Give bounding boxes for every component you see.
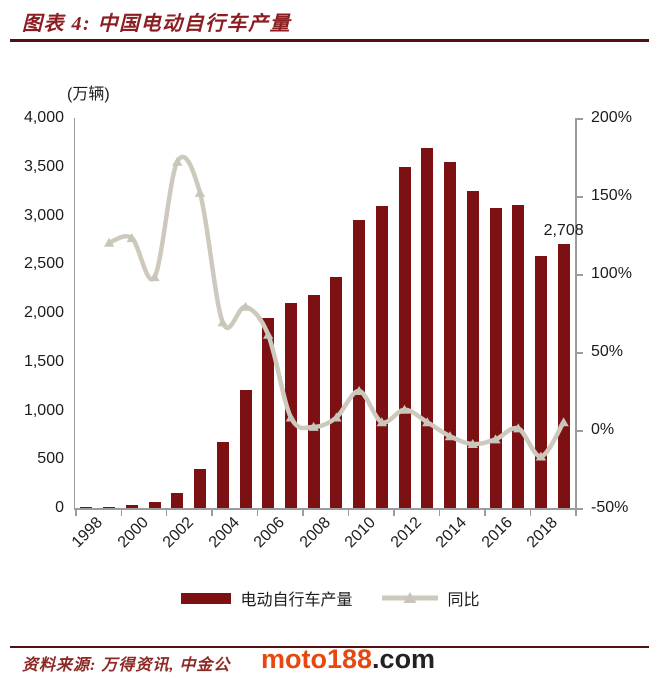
y-right-tick-label: 0%: [591, 421, 615, 438]
x-axis-tick: [75, 509, 77, 516]
y-left-tick-label: 1,000: [23, 401, 64, 419]
x-axis-tick: [211, 509, 213, 516]
x-axis-label: 2008: [296, 514, 334, 552]
y-right-tick-label: 200%: [591, 109, 632, 126]
bar-2013: [421, 148, 434, 508]
x-axis-tick: [256, 509, 259, 516]
plot-area: [75, 118, 575, 508]
legend-label-production: 电动自行车产量: [240, 592, 353, 609]
yoy-marker: [103, 237, 115, 247]
bar-2003: [194, 469, 206, 508]
y-right-tick: [576, 196, 583, 198]
x-axis-tick: [165, 509, 168, 516]
y-right-tick: [576, 352, 583, 354]
y-right-tick: [576, 118, 583, 120]
bar-2005: [239, 389, 252, 508]
legend-label-yoy: 同比: [447, 592, 480, 609]
bar-2002: [171, 492, 184, 508]
x-axis-label: 2010: [341, 514, 380, 552]
bar-2007: [284, 303, 297, 508]
x-axis-label: 2002: [160, 514, 198, 552]
y-axis-left-line: [73, 118, 75, 510]
legend-item-yoy: 同比: [381, 586, 480, 610]
x-axis-tick: [484, 509, 486, 516]
y-axis-unit-label: (万辆): [67, 86, 110, 103]
y-left-tick-label: 2,000: [23, 304, 64, 321]
yoy-marker: [172, 156, 183, 166]
yoy-marker: [240, 301, 251, 311]
bar-2010: [353, 220, 366, 508]
y-right-tick: [576, 430, 583, 432]
yoy-marker: [126, 233, 137, 243]
yoy-marker: [194, 187, 206, 197]
y-left-tick-label: 500: [37, 450, 64, 468]
x-axis-tick: [393, 509, 395, 516]
y-left-tick-label: 4,000: [23, 109, 64, 126]
x-axis-label: 2000: [114, 514, 152, 552]
watermark-tld: .com: [372, 644, 436, 674]
y-left-tick-label: 0: [55, 499, 64, 516]
bar-2015: [466, 191, 479, 508]
y-right-tick-label: 150%: [591, 187, 632, 204]
bar-2016: [489, 207, 502, 508]
x-axis-label: 2016: [478, 514, 516, 552]
x-axis-tick: [302, 509, 304, 516]
y-right-tick-label: -50%: [591, 499, 629, 516]
line-series-swatch: [381, 592, 438, 603]
bar-2001: [148, 502, 161, 508]
footer-rule: [10, 646, 649, 648]
y-right-tick: [576, 274, 583, 276]
y-left-tick-label: 3,000: [23, 206, 64, 224]
yoy-marker: [149, 272, 160, 282]
bar-2012: [398, 166, 411, 508]
x-axis-label: 1998: [69, 514, 107, 552]
watermark: moto188.com: [261, 646, 435, 673]
y-axis-right-line: [575, 118, 577, 510]
bar-2000: [125, 505, 138, 508]
x-axis-tick: [347, 509, 350, 516]
x-axis-tick: [575, 509, 577, 516]
bar-2014: [444, 161, 456, 508]
y-right-tick-label: 50%: [591, 343, 624, 360]
y-right-tick: [576, 508, 583, 510]
x-axis-label: 2004: [205, 514, 243, 552]
bar-1998: [80, 507, 93, 508]
bar-2019: [557, 244, 570, 508]
y-left-tick-label: 3,500: [23, 157, 64, 175]
title-rule: [10, 39, 649, 42]
x-axis-label: 2014: [432, 514, 471, 552]
x-axis-label: 2018: [523, 514, 561, 552]
bar-2018: [534, 255, 547, 508]
yoy-marker: [217, 317, 228, 327]
x-axis-label: 2012: [387, 514, 425, 552]
x-axis-tick: [120, 509, 122, 516]
bar-2011: [375, 205, 388, 508]
y-left-tick-label: 2,500: [23, 255, 64, 273]
bar-2004: [216, 442, 229, 508]
bar-series-swatch: [181, 592, 232, 604]
y-right-tick-label: 100%: [591, 265, 632, 282]
figure-title: 图表 4: 中国电动自行车产量: [22, 13, 292, 35]
bar-value-label: 2,708: [543, 222, 584, 239]
bar-2008: [307, 295, 320, 508]
bar-1999: [103, 506, 116, 508]
source-text: 资料来源: 万得资讯, 中金公: [22, 657, 231, 674]
x-axis-tick: [529, 509, 531, 516]
bar-2017: [512, 204, 525, 508]
x-axis-label: 2006: [251, 514, 289, 552]
x-axis-line: [73, 508, 577, 510]
watermark-brand: moto188: [261, 644, 373, 674]
bar-2009: [330, 276, 343, 508]
bar-2006: [262, 317, 275, 508]
x-axis-tick: [438, 509, 441, 516]
y-left-tick-label: 1,500: [23, 352, 64, 370]
legend: 电动自行车产量 同比: [0, 585, 661, 611]
legend-item-production: 电动自行车产量: [181, 586, 353, 610]
